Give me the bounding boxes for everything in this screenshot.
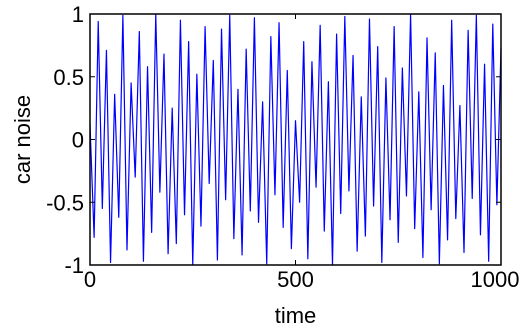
series-line-0 (89, 13, 502, 266)
x-tick-label: 500 (277, 267, 314, 292)
y-tick-label: 1 (72, 2, 84, 27)
y-tick-label: 0.5 (53, 65, 84, 90)
y-tick-label: 0 (72, 128, 84, 153)
series-layer (89, 13, 502, 266)
y-tick-label: -0.5 (46, 190, 84, 215)
x-axis-label: time (275, 303, 317, 328)
x-tick-label: 0 (84, 267, 96, 292)
x-tick-label: 1000 (471, 267, 520, 292)
ticks-layer: 0 500 1000 -1 -0.5 0 0.5 1 (46, 2, 519, 292)
y-tick-label: -1 (64, 253, 84, 278)
y-axis-label: car noise (10, 95, 35, 184)
